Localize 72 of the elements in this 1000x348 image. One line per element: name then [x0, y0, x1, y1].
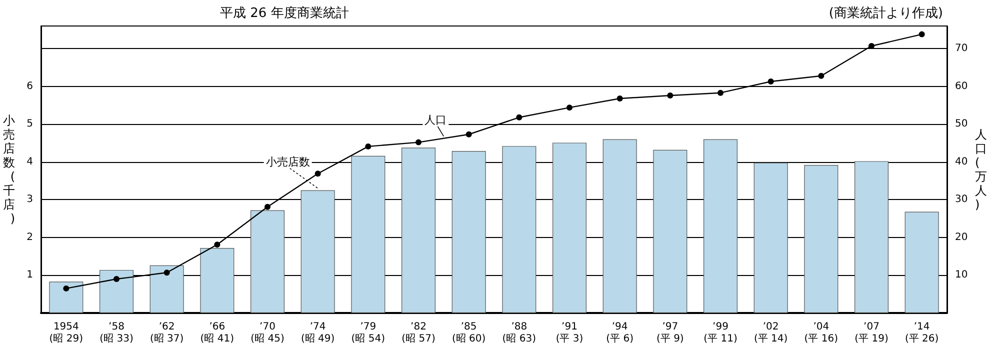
- x-tick-label: ’66 (昭 41): [200, 322, 234, 344]
- x-tick-label: ’79 (昭 54): [351, 322, 386, 344]
- point: [718, 90, 724, 96]
- x-tick-label: ’97 (平 9): [656, 322, 684, 344]
- bar: [150, 265, 184, 313]
- text: 小売店数: [266, 155, 310, 168]
- bar: [351, 156, 386, 313]
- x-tick-label: ’94 (平 6): [606, 322, 634, 344]
- x-tick-label: ’74 (昭 49): [300, 322, 335, 344]
- y-tick-label: 5: [26, 118, 33, 130]
- y2-tick-label: 50: [955, 118, 968, 130]
- y-tick-label: 3: [26, 194, 33, 206]
- y-axis-title: 小売店数(千店): [3, 114, 15, 226]
- x-tick-label: ’88 (昭 63): [502, 322, 536, 344]
- point: [63, 285, 70, 292]
- bar: [300, 190, 335, 313]
- point: [214, 242, 220, 248]
- y2-tick-label: 70: [955, 43, 968, 54]
- bar: [804, 164, 838, 313]
- bar: [100, 270, 134, 313]
- bar: [402, 148, 436, 313]
- point: [164, 270, 170, 276]
- x-tick-label: ’91 (平 3): [556, 322, 584, 344]
- point: [516, 114, 522, 120]
- x-tick-label: 1954 (昭 29): [49, 322, 84, 344]
- point: [114, 276, 120, 282]
- bar: [602, 139, 637, 313]
- bar: [502, 146, 536, 313]
- x-tick-label: ’82 (昭 57): [402, 322, 436, 344]
- y2-tick-label: 30: [955, 194, 968, 206]
- point: [818, 72, 824, 79]
- bar: [854, 161, 888, 313]
- y2-tick-label: 60: [955, 80, 968, 92]
- x-tick-label: ’58 (昭 33): [100, 322, 134, 344]
- bar: [653, 150, 688, 313]
- point: [918, 31, 925, 38]
- text: (商業統計より作成): [828, 6, 944, 21]
- point: [365, 143, 372, 150]
- x-tick-label: ’07 (平 19): [854, 322, 888, 344]
- y-tick-label: 4: [26, 156, 33, 168]
- bar: [552, 142, 586, 313]
- x-tick-label: ’85 (昭 60): [452, 322, 486, 344]
- point: [416, 139, 422, 146]
- y2-axis-title: 人口(万人): [975, 128, 987, 212]
- bar: [704, 139, 738, 313]
- series-label: 人口: [424, 113, 447, 126]
- point: [264, 204, 270, 210]
- point: [566, 104, 572, 111]
- y-tick-label: 1: [26, 270, 33, 281]
- y2-tick-label: 10: [955, 270, 968, 281]
- x-tick-label: ’70 (昭 45): [250, 322, 284, 344]
- point: [616, 96, 623, 102]
- chart-title: 平成 26 年度商業統計: [220, 5, 349, 21]
- y-tick-label: 6: [26, 80, 33, 92]
- x-tick-label: ’02 (平 14): [754, 322, 788, 344]
- x-tick-label: ’99 (平 11): [704, 322, 738, 344]
- bar: [200, 248, 234, 313]
- y2-tick-label: 20: [955, 232, 968, 243]
- bar: [904, 212, 939, 313]
- bar: [49, 282, 84, 313]
- y2-tick-label: 40: [955, 156, 968, 168]
- x-tick-label: ’14 (平 26): [904, 322, 939, 344]
- point: [768, 78, 774, 85]
- bar: [754, 162, 788, 313]
- y-tick-label: 2: [26, 232, 33, 243]
- bar: [250, 210, 284, 313]
- point: [667, 92, 674, 98]
- point: [314, 170, 321, 177]
- x-tick-label: ’04 (平 16): [804, 322, 838, 344]
- x-tick-label: ’62 (昭 37): [150, 322, 184, 344]
- point: [466, 131, 472, 138]
- bar: [452, 150, 486, 313]
